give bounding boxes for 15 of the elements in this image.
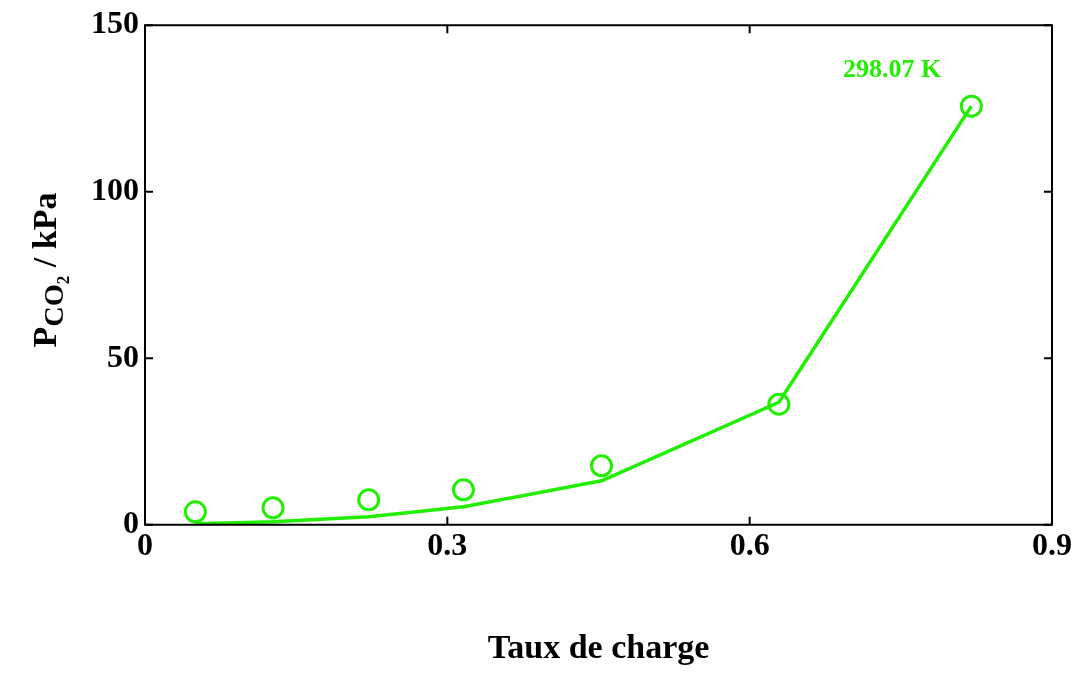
point — [183, 500, 207, 524]
point — [959, 94, 983, 118]
point — [590, 454, 614, 478]
point — [261, 496, 285, 520]
x-tick-label: 0.9 — [1032, 526, 1072, 563]
x-tick-label: 0.6 — [729, 526, 770, 563]
point — [451, 478, 475, 502]
point — [767, 392, 791, 416]
x-axis-title: Taux de charge — [487, 628, 710, 666]
y-tick-label: 100 — [91, 171, 139, 207]
point — [357, 488, 381, 512]
x-tick-label: 0.3 — [427, 526, 468, 563]
annotation: 298.07 K — [842, 53, 942, 83]
y-tick-label: 50 — [107, 337, 139, 374]
y-tick-label: 150 — [91, 4, 139, 41]
